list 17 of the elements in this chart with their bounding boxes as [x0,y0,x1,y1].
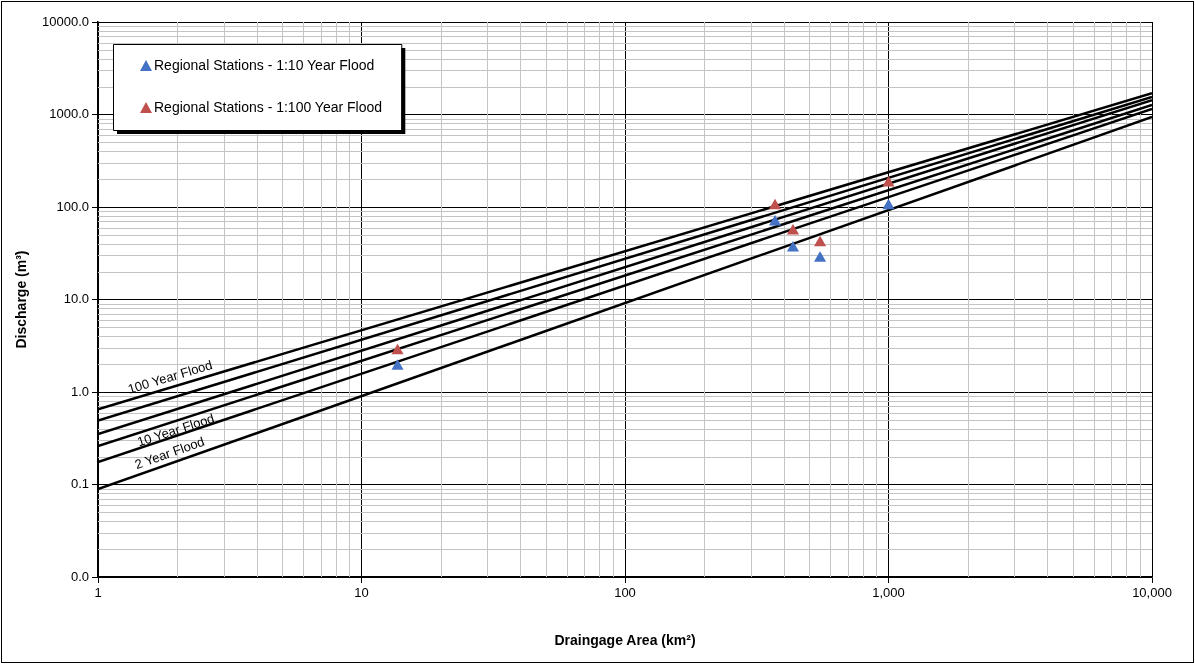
y-tick-label: 10.0 [63,291,89,307]
y-tick-label: 0.1 [70,476,89,492]
y-axis-title: Discharge (m³) [13,250,30,349]
x-tick-label: 1 [94,585,102,601]
y-tick-label: 100.0 [56,198,89,214]
x-tick-label: 100 [614,585,636,601]
text: 100 Year Flood [125,357,215,397]
y-tick-label: 0.0 [70,568,89,584]
y-tick-label: 1.0 [70,383,89,399]
legend-label: Regional Stations - 1:100 Year Flood [154,98,383,115]
x-axis-title: Draingage Area (km²) [554,632,696,649]
y-tick-label: 10000.0 [42,13,89,29]
x-tick-label: 10 [354,585,369,601]
x-tick-label: 1,000 [872,585,905,601]
y-tick-label: 1000.0 [49,106,89,122]
legend-label: Regional Stations - 1:10 Year Flood [154,56,375,73]
x-tick-label: 10,000 [1132,585,1172,601]
